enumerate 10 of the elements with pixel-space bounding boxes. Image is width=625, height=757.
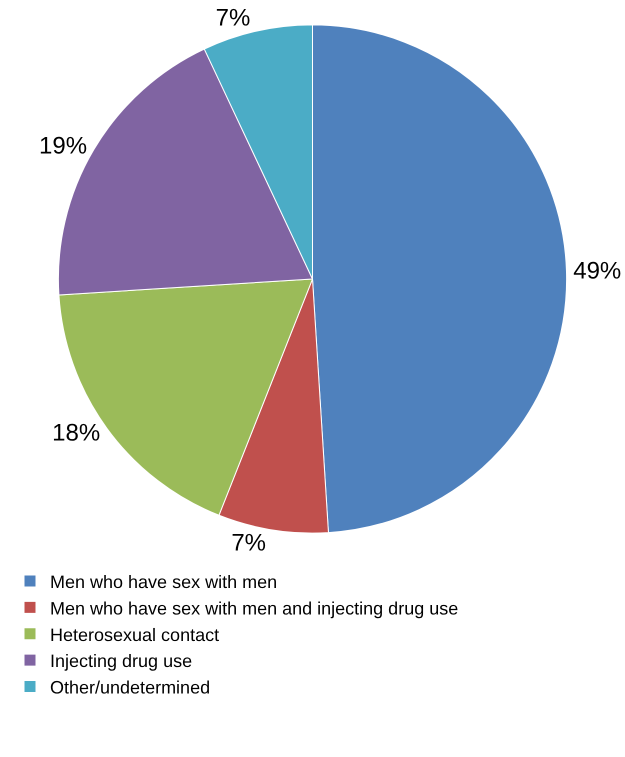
data-label: 7% xyxy=(231,530,266,557)
data-label: 49% xyxy=(573,258,622,285)
data-label: 18% xyxy=(52,420,100,447)
data-label: 19% xyxy=(38,132,88,160)
legend-label: Injecting drug use xyxy=(50,651,192,672)
legend-label: Men who have sex with men and injecting drug use xyxy=(50,598,458,618)
legend-label: Other/undetermined xyxy=(50,678,210,698)
legend-label: Men who have sex with men xyxy=(50,572,278,592)
legend-label: Heterosexual contact xyxy=(50,624,220,645)
data-label: 7% xyxy=(216,4,250,32)
